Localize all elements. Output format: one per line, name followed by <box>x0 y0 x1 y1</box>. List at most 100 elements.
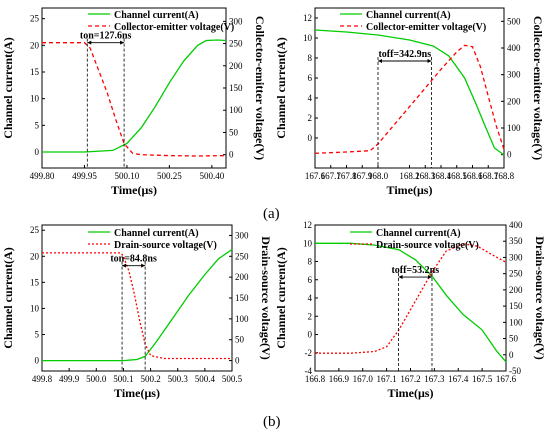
y2-axis-label: Collector-emitter voltage(V) <box>253 16 267 160</box>
legend-entry: Collector-emitter voltage(V) <box>366 22 486 33</box>
x-tick-label: 499.80 <box>30 171 55 181</box>
x-tick-label: 167.6 <box>305 171 326 181</box>
y2-tick-label: 50 <box>229 127 239 137</box>
y2-tick-label: -50 <box>509 366 521 376</box>
y-axis-label: Channel current(A) <box>1 247 15 348</box>
y2-tick-label: 50 <box>509 334 519 344</box>
y2-tick-label: 400 <box>507 43 521 53</box>
x-tick-label: 499.9 <box>59 374 80 384</box>
y2-tick-label: 300 <box>235 230 249 240</box>
series-line-current <box>314 29 505 156</box>
y-tick-label: 8 <box>308 257 313 267</box>
y2-tick-label: 250 <box>235 251 249 261</box>
y2-tick-label: 300 <box>509 252 523 262</box>
y2-tick-label: 100 <box>235 314 249 324</box>
y-tick-label: 15 <box>30 67 40 77</box>
x-tick-label: 167.0 <box>353 374 374 384</box>
y2-axis-label: Drain-source voltage(V) <box>533 236 547 359</box>
y2-tick-label: 0 <box>507 150 512 160</box>
y2-tick-label: 200 <box>229 61 243 71</box>
y-tick-label: -4 <box>305 366 313 376</box>
chart-panel-4: 166.8 166.9 167.0 167.1 167.2 167.3 167.4 167.5… <box>274 220 547 400</box>
y-tick-label: 4 <box>308 293 313 303</box>
y-tick-label: 10 <box>303 33 313 43</box>
y2-tick-label: 100 <box>507 123 521 133</box>
chart-panel-3: 499.8 499.9 500.0 500.1 500.2 500.3 500.4 500.5… <box>1 224 273 400</box>
x-tick-label: 500.40 <box>199 171 224 181</box>
y-tick-label: 2 <box>308 311 313 321</box>
x-tick-label: 168.7 <box>478 171 499 181</box>
x-tick-label: 500.2 <box>140 374 160 384</box>
y-tick-label: 0 <box>308 330 313 340</box>
legend-entry: Channel current(A) <box>114 228 199 239</box>
y-tick-label: 10 <box>30 94 40 104</box>
x-tick-label: 167.3 <box>424 374 445 384</box>
x-tick-label: 167.6 <box>496 374 517 384</box>
x-axis-label: Time(μs) <box>387 183 433 197</box>
x-tick-label: 168.0 <box>368 171 389 181</box>
y-tick-label: 4 <box>308 93 313 103</box>
series-line-current <box>42 39 227 153</box>
y-tick-label: 12 <box>303 220 312 230</box>
x-tick-label: 500.5 <box>222 374 243 384</box>
x-tick-label: 500.0 <box>86 374 107 384</box>
series-line-voltage <box>42 252 232 360</box>
y-tick-label: 25 <box>30 225 40 235</box>
y2-tick-label: 50 <box>235 335 245 345</box>
y-tick-label: 5 <box>35 120 40 130</box>
y2-tick-label: 100 <box>229 105 243 115</box>
legend-entry: Collector-emitter voltage(V) <box>114 22 234 33</box>
annotation-label: toff=53.2ns <box>391 265 439 276</box>
y-tick-label: 8 <box>308 53 313 63</box>
y-tick-label: 0 <box>308 133 313 143</box>
y2-tick-label: 250 <box>509 269 523 279</box>
x-tick-label: 168.3 <box>415 171 436 181</box>
y2-axis-label: Collector-emitter voltage(V) <box>531 16 545 160</box>
series-line-voltage <box>42 42 227 157</box>
x-tick-label: 167.8 <box>336 171 357 181</box>
x-axis-label: Time(μs) <box>111 183 157 197</box>
x-tick-label: 500.3 <box>168 374 189 384</box>
legend-entry: Channel current(A) <box>366 10 451 21</box>
y2-tick-label: 100 <box>509 317 523 327</box>
x-tick-label: 167.9 <box>352 171 373 181</box>
y2-tick-label: 350 <box>509 236 523 246</box>
y-tick-label: 5 <box>35 330 40 340</box>
y-tick-label: 20 <box>30 40 40 50</box>
annotation-label: toff=342.9ns <box>378 49 431 60</box>
y2-axis-label: Drain-source voltage(V) <box>259 236 273 359</box>
y2-tick-label: 150 <box>509 301 523 311</box>
y-tick-label: 6 <box>308 73 313 83</box>
x-tick-label: 500.4 <box>195 374 216 384</box>
annotation-label: ton=127.6ns <box>80 31 132 42</box>
x-tick-label: 168.4 <box>431 171 452 181</box>
y2-tick-label: 0 <box>235 356 240 366</box>
x-tick-label: 168.5 <box>447 171 468 181</box>
y-tick-label: 0 <box>35 356 40 366</box>
y2-tick-label: 150 <box>235 293 249 303</box>
x-tick-label: 500.1 <box>113 374 133 384</box>
y-tick-label: 2 <box>308 113 313 123</box>
caption-a: (a) <box>263 206 280 222</box>
annotation-arrowheads <box>87 40 125 45</box>
legend-entry: Channel current(A) <box>114 10 199 21</box>
y-axis-label: Channel current(A) <box>274 37 288 138</box>
y2-tick-label: 150 <box>229 83 243 93</box>
y2-tick-label: 0 <box>509 350 514 360</box>
series-line-voltage <box>315 243 507 354</box>
y-axis-label: Channel current(A) <box>1 37 15 138</box>
series-line-voltage <box>314 44 505 154</box>
y2-tick-label: 300 <box>507 70 521 80</box>
x-tick-label: 168.2 <box>399 171 419 181</box>
x-tick-label: 500.10 <box>115 171 140 181</box>
y2-tick-label: 200 <box>509 285 523 295</box>
x-axis-label: Time(μs) <box>388 386 434 400</box>
y2-tick-label: 200 <box>507 96 521 106</box>
annotation-arrowheads <box>398 275 432 280</box>
y-tick-label: 25 <box>30 14 40 24</box>
y-tick-label: 15 <box>30 277 40 287</box>
y-tick-label: 0 <box>35 147 40 157</box>
legend-entry: Drain-source voltage(V) <box>114 240 217 251</box>
